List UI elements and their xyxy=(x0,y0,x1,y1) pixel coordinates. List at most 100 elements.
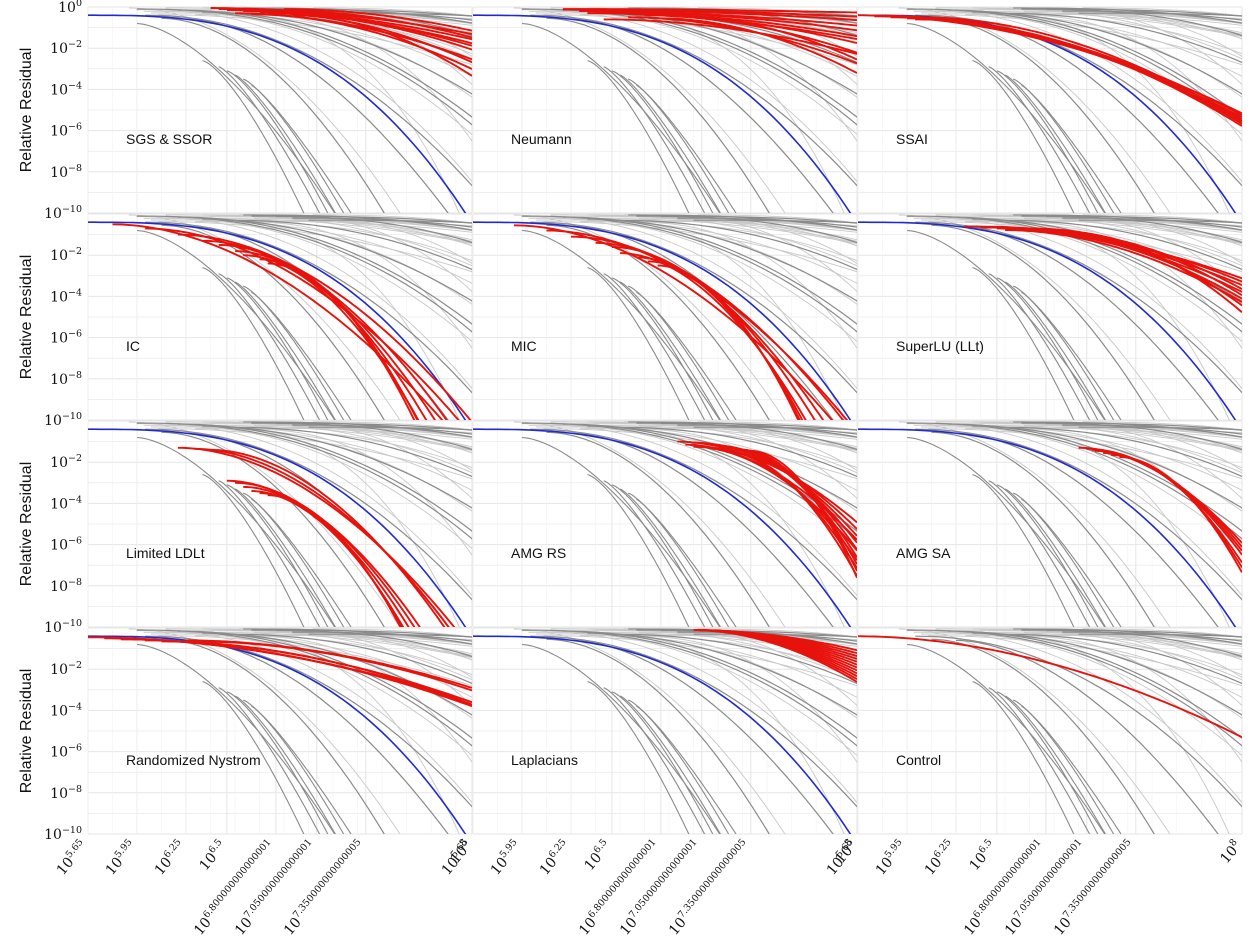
background-series-line xyxy=(521,22,721,213)
highlight-series-line xyxy=(595,10,857,32)
reference-series-line xyxy=(88,428,467,627)
background-series-line xyxy=(173,630,472,646)
background-series-line xyxy=(562,423,857,532)
background-series-line xyxy=(305,14,472,34)
background-series-line xyxy=(275,628,472,642)
highlight-series-line xyxy=(267,12,472,64)
background-series-line xyxy=(128,628,401,834)
background-series-line xyxy=(268,635,472,641)
panel-plot-area xyxy=(88,214,472,420)
background-series-line xyxy=(636,498,737,627)
background-series-line xyxy=(312,214,472,224)
background-series-line xyxy=(202,60,305,213)
background-series-line xyxy=(609,633,857,647)
panel-11: Laplacians105.65105.95106.25106.5106.800… xyxy=(439,627,858,938)
background-series-line xyxy=(996,691,1099,834)
highlight-series-line xyxy=(177,233,472,420)
background-series-line xyxy=(898,214,1171,420)
background-series-line xyxy=(996,219,1242,271)
highlight-series-line xyxy=(657,264,800,420)
background-series-line xyxy=(290,217,472,247)
background-series-line xyxy=(275,215,472,244)
background-series-line xyxy=(906,630,1242,804)
background-series-line xyxy=(1021,422,1242,431)
y-tick-label: 10−10 xyxy=(44,825,82,843)
background-series-line xyxy=(957,426,1242,550)
background-series-line xyxy=(587,267,690,420)
background-series-line xyxy=(987,217,1242,245)
background-series-line xyxy=(602,424,857,452)
highlight-series-line xyxy=(275,9,472,39)
background-series-line xyxy=(143,217,472,305)
background-series-line xyxy=(693,219,857,224)
background-series-line xyxy=(145,428,472,601)
background-series-line xyxy=(950,217,1231,420)
background-series-line xyxy=(143,424,472,512)
background-series-line xyxy=(636,422,857,431)
background-series-line xyxy=(611,70,714,213)
background-series-line xyxy=(972,60,1075,213)
background-series-line xyxy=(653,14,857,20)
y-tick-label: 100 xyxy=(58,0,82,16)
highlight-series-line xyxy=(587,12,857,41)
background-series-line xyxy=(217,217,472,245)
background-series-line xyxy=(234,488,336,627)
background-series-line xyxy=(251,422,472,431)
background-series-line xyxy=(535,219,857,262)
background-series-line xyxy=(308,426,472,431)
background-series-line xyxy=(275,8,472,37)
y-axis-label: Relative Residual xyxy=(18,462,35,587)
x-tick-label: 106.25 xyxy=(535,837,574,878)
background-series-line xyxy=(312,628,472,638)
background-series-line xyxy=(1045,629,1242,658)
y-tick-label: 10−10 xyxy=(44,204,82,222)
x-tick-label: 105.65 xyxy=(52,837,91,878)
background-series-line xyxy=(1013,699,1115,834)
background-series-line xyxy=(1075,635,1242,655)
background-series-line xyxy=(177,423,472,532)
background-series-line xyxy=(957,633,1242,757)
background-series-line xyxy=(251,8,472,17)
background-series-line xyxy=(935,628,1242,658)
background-series-line xyxy=(226,484,329,627)
background-series-line xyxy=(195,14,472,77)
background-series-line xyxy=(602,217,857,245)
background-series-line xyxy=(611,633,857,685)
background-series-line xyxy=(675,217,857,247)
background-series-line xyxy=(1004,74,1106,213)
background-series-line xyxy=(246,423,472,474)
background-series-line xyxy=(996,70,1099,213)
background-series-line xyxy=(308,633,472,638)
background-series-line xyxy=(1013,78,1115,213)
reference-series-line xyxy=(858,221,1237,420)
background-series-line xyxy=(947,630,1242,739)
background-series-line xyxy=(308,219,472,224)
background-series-line xyxy=(253,10,472,35)
background-series-line xyxy=(251,705,352,834)
background-series-line xyxy=(906,22,1106,213)
background-series-line xyxy=(1082,628,1242,638)
background-series-line xyxy=(528,10,857,98)
highlight-series-line xyxy=(718,448,857,569)
background-series-line xyxy=(1075,428,1242,448)
background-series-line xyxy=(150,633,472,676)
highlight-series-line xyxy=(858,635,1242,739)
background-series-line xyxy=(947,9,1242,118)
y-tick-label: 10−8 xyxy=(50,370,82,388)
background-series-line xyxy=(572,426,857,550)
background-series-line xyxy=(619,281,721,420)
highlight-series-line xyxy=(906,17,1242,125)
background-series-line xyxy=(305,221,472,241)
background-series-line xyxy=(580,635,857,698)
background-series-line xyxy=(136,643,336,834)
background-series-line xyxy=(697,421,857,431)
background-series-line xyxy=(243,628,472,645)
background-series-line xyxy=(522,629,857,747)
background-series-line xyxy=(292,217,472,228)
x-tick-label: 106.5 xyxy=(580,837,615,874)
panel-label: Randomized Nystrom xyxy=(126,752,261,768)
background-series-line xyxy=(660,7,857,21)
background-series-line xyxy=(646,426,857,438)
background-series-line xyxy=(972,474,1075,627)
background-series-line xyxy=(611,219,857,271)
